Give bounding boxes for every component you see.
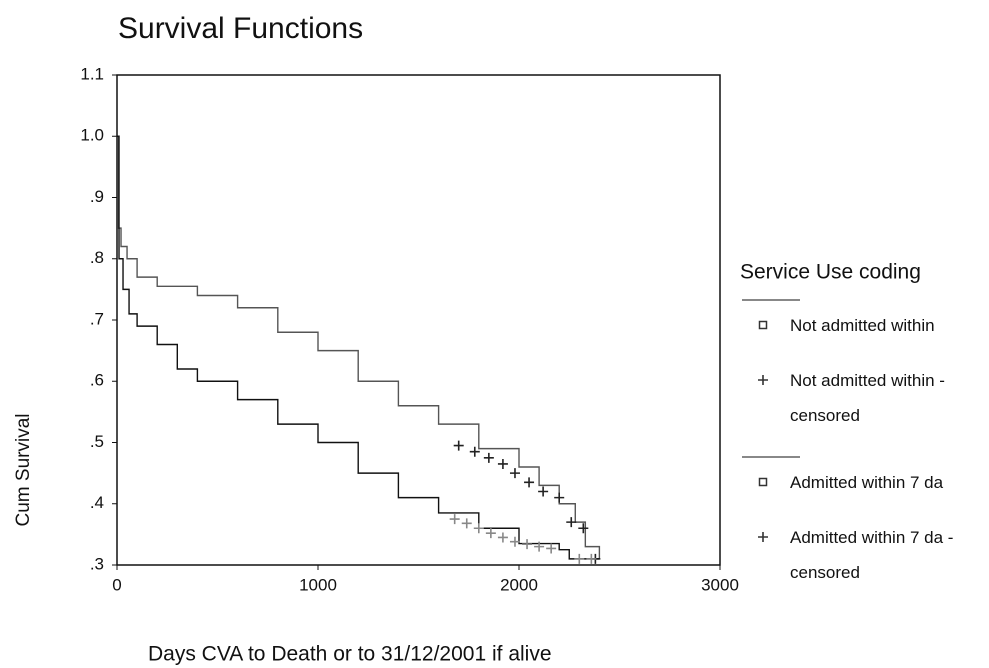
censor-mark <box>578 523 589 534</box>
x-tick-label: 0 <box>112 575 121 594</box>
y-tick-label: 1.0 <box>80 126 104 145</box>
censor-mark <box>509 468 520 479</box>
censor-mark <box>449 514 460 525</box>
survival-line <box>117 135 601 559</box>
y-tick-label: .4 <box>90 493 104 512</box>
legend-marker <box>758 477 768 487</box>
censor-mark <box>524 477 535 488</box>
censor-mark <box>509 536 520 547</box>
legend-entry: Not admitted within -censored <box>790 371 945 425</box>
censor-mark <box>473 523 484 534</box>
y-axis-label: Cum Survival <box>13 414 34 527</box>
legend-marker <box>758 320 768 330</box>
censor-mark <box>538 486 549 497</box>
censor-mark <box>586 553 597 564</box>
censor-mark <box>461 518 472 529</box>
censor-mark <box>497 532 508 543</box>
legend-entry: Admitted within 7 da <box>790 473 944 492</box>
y-tick-label: .7 <box>90 309 104 328</box>
y-tick-label: .5 <box>90 432 104 451</box>
legend-marker <box>758 375 768 385</box>
x-tick-label: 1000 <box>299 575 337 594</box>
x-tick-label: 2000 <box>500 575 538 594</box>
censor-mark <box>485 528 496 539</box>
censor-mark <box>453 440 464 451</box>
y-tick-label: .8 <box>90 248 104 267</box>
chart-title: Survival Functions <box>118 12 363 45</box>
censor-mark <box>534 541 545 552</box>
x-axis-label: Days CVA to Death or to 31/12/2001 if al… <box>148 643 552 666</box>
x-tick-label: 3000 <box>701 575 739 594</box>
legend-title: Service Use coding <box>740 261 921 284</box>
censor-mark <box>497 458 508 469</box>
y-tick-label: .9 <box>90 187 104 206</box>
y-tick-label: .3 <box>90 554 104 573</box>
legend-entry: Admitted within 7 da -censored <box>790 528 954 582</box>
legend-entry: Not admitted within <box>790 316 935 335</box>
censor-mark <box>483 452 494 463</box>
censor-mark <box>574 553 585 564</box>
y-tick-label: .6 <box>90 371 104 390</box>
legend-marker <box>758 532 768 542</box>
y-tick-label: 1.1 <box>80 64 104 83</box>
plot-frame <box>116 74 721 566</box>
censor-mark <box>469 446 480 457</box>
censor-mark <box>566 517 577 528</box>
censor-mark <box>522 539 533 550</box>
survival-line <box>117 135 600 560</box>
censor-mark <box>554 492 565 503</box>
censor-mark <box>546 543 557 554</box>
